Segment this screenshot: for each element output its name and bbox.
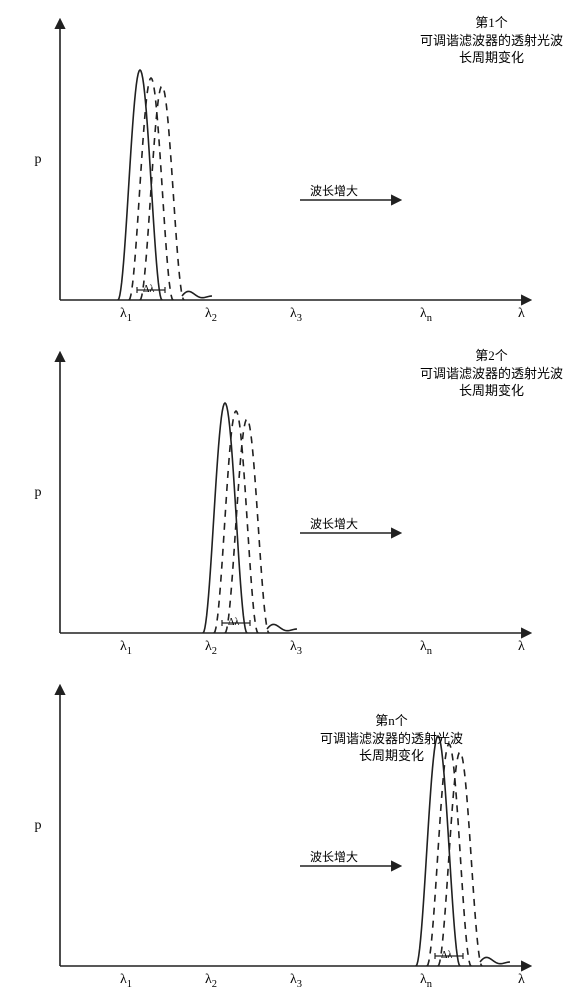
x-axis-label: λ bbox=[518, 972, 525, 988]
tick-subscript: n bbox=[427, 979, 432, 990]
tick-subscript: 1 bbox=[127, 646, 132, 657]
tick-symbol: λ bbox=[420, 639, 427, 654]
tick-lambda3: λ3 bbox=[290, 639, 302, 655]
tick-symbol: λ bbox=[205, 639, 212, 654]
x-axis-label: λ bbox=[518, 306, 525, 322]
tick-symbol: λ bbox=[420, 972, 427, 987]
trailing-ripple bbox=[267, 624, 297, 630]
tick-subscript: 3 bbox=[297, 646, 302, 657]
caption-line2: 可调谐滤波器的透射光波 bbox=[320, 730, 463, 748]
trailing-ripple bbox=[182, 291, 212, 297]
caption-line3: 长周期变化 bbox=[320, 747, 463, 765]
caption-line1: 第1个 bbox=[420, 14, 563, 32]
tick-subscript: 2 bbox=[212, 646, 217, 657]
tick-lambdan: λn bbox=[420, 306, 432, 322]
panel-1: pλλ1λ2λ3λnΔλ波长增大第1个可调谐滤波器的透射光波长周期变化 bbox=[0, 0, 571, 333]
tick-symbol: λ bbox=[120, 306, 127, 321]
tick-subscript: 1 bbox=[127, 979, 132, 990]
delta-lambda-label: Δλ bbox=[228, 617, 239, 628]
panel-2: pλλ1λ2λ3λnΔλ波长增大第2个可调谐滤波器的透射光波长周期变化 bbox=[0, 333, 571, 666]
caption-line3: 长周期变化 bbox=[420, 49, 563, 67]
tick-symbol: λ bbox=[420, 306, 427, 321]
tick-symbol: λ bbox=[120, 972, 127, 987]
direction-arrow-label: 波长增大 bbox=[310, 515, 358, 532]
tick-symbol: λ bbox=[205, 306, 212, 321]
caption-line2: 可调谐滤波器的透射光波 bbox=[420, 365, 563, 383]
caption-line1: 第2个 bbox=[420, 347, 563, 365]
x-axis-label: λ bbox=[518, 639, 525, 655]
tick-subscript: n bbox=[427, 313, 432, 324]
tick-lambda2: λ2 bbox=[205, 972, 217, 988]
tick-lambda2: λ2 bbox=[205, 306, 217, 322]
tick-subscript: 1 bbox=[127, 313, 132, 324]
delta-lambda-label: Δλ bbox=[143, 284, 154, 295]
delta-lambda-label: Δλ bbox=[441, 950, 452, 961]
tick-lambda1: λ1 bbox=[120, 972, 132, 988]
direction-arrow-label: 波长增大 bbox=[310, 182, 358, 199]
tick-lambda3: λ3 bbox=[290, 972, 302, 988]
y-axis-label: p bbox=[35, 152, 42, 168]
tick-symbol: λ bbox=[290, 306, 297, 321]
caption-line1: 第n个 bbox=[320, 712, 463, 730]
direction-arrow-label: 波长增大 bbox=[310, 848, 358, 865]
tick-symbol: λ bbox=[205, 972, 212, 987]
tick-lambda1: λ1 bbox=[120, 639, 132, 655]
panel-3: pλλ1λ2λ3λnΔλ波长增大第n个可调谐滤波器的透射光波长周期变化 bbox=[0, 666, 571, 999]
trailing-ripple bbox=[480, 957, 510, 963]
panel-caption: 第1个可调谐滤波器的透射光波长周期变化 bbox=[420, 14, 563, 67]
tick-lambda2: λ2 bbox=[205, 639, 217, 655]
tick-lambdan: λn bbox=[420, 639, 432, 655]
tick-symbol: λ bbox=[290, 639, 297, 654]
tick-subscript: 2 bbox=[212, 313, 217, 324]
y-axis-label: p bbox=[35, 485, 42, 501]
y-axis-label: p bbox=[35, 818, 42, 834]
tick-lambda1: λ1 bbox=[120, 306, 132, 322]
panel-caption: 第n个可调谐滤波器的透射光波长周期变化 bbox=[320, 712, 463, 765]
tick-symbol: λ bbox=[120, 639, 127, 654]
tick-symbol: λ bbox=[290, 972, 297, 987]
panel-caption: 第2个可调谐滤波器的透射光波长周期变化 bbox=[420, 347, 563, 400]
tick-lambda3: λ3 bbox=[290, 306, 302, 322]
caption-line2: 可调谐滤波器的透射光波 bbox=[420, 32, 563, 50]
tick-subscript: n bbox=[427, 646, 432, 657]
tick-subscript: 2 bbox=[212, 979, 217, 990]
axes-svg bbox=[0, 666, 571, 999]
tick-lambdan: λn bbox=[420, 972, 432, 988]
caption-line3: 长周期变化 bbox=[420, 382, 563, 400]
tick-subscript: 3 bbox=[297, 313, 302, 324]
tick-subscript: 3 bbox=[297, 979, 302, 990]
